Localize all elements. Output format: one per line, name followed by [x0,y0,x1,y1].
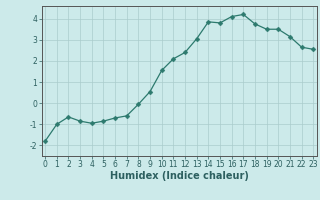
X-axis label: Humidex (Indice chaleur): Humidex (Indice chaleur) [110,171,249,181]
